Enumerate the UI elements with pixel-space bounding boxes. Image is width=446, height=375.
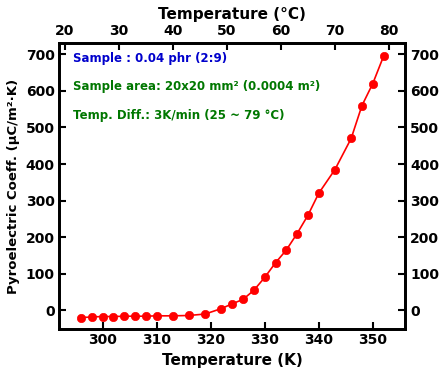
Text: Sample area: 20x20 mm² (0.0004 m²): Sample area: 20x20 mm² (0.0004 m²)	[73, 81, 320, 93]
Text: Temp. Diff.: 3K/min (25 ~ 79 °C): Temp. Diff.: 3K/min (25 ~ 79 °C)	[73, 109, 285, 122]
Text: Sample : 0.04 phr (2:9): Sample : 0.04 phr (2:9)	[73, 52, 227, 65]
X-axis label: Temperature (K): Temperature (K)	[162, 353, 303, 368]
Y-axis label: Pyroelectric Coeff. (μC/m²·K): Pyroelectric Coeff. (μC/m²·K)	[7, 78, 20, 294]
X-axis label: Temperature (°C): Temperature (°C)	[158, 7, 306, 22]
